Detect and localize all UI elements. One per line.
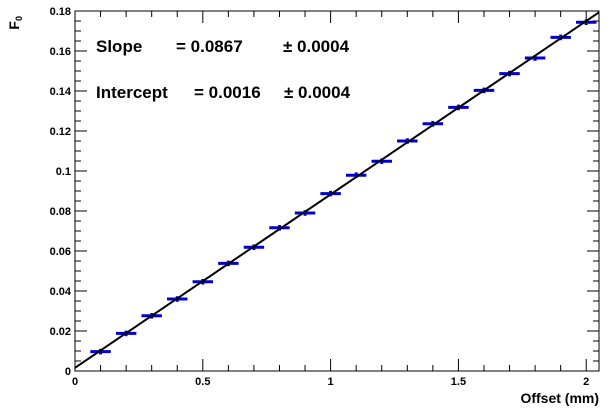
fit-line bbox=[74, 11, 600, 369]
y-tick-label: 0.06 bbox=[50, 246, 71, 258]
y-axis-title: F0 bbox=[6, 16, 24, 30]
axis-ticks: 0 0.5 1 1.5 2 0 0.02 0.04 0.06 0.08 0.1 0.12 0.14 0.1… bbox=[50, 6, 599, 388]
y-tick-label: 0 bbox=[65, 366, 71, 378]
y-tick-label: 0.16 bbox=[50, 46, 71, 58]
x-tick-label: 1.5 bbox=[451, 376, 466, 388]
y-tick-label: 0.08 bbox=[50, 206, 71, 218]
y-axis-title-sub: 0 bbox=[14, 16, 24, 21]
x-axis-title: Offset (mm) bbox=[520, 390, 599, 406]
y-tick-label: 0.1 bbox=[56, 166, 71, 178]
intercept-error: ± 0.0004 bbox=[284, 83, 351, 102]
x-tick-label: 2 bbox=[583, 376, 589, 388]
intercept-label: Intercept bbox=[96, 83, 168, 102]
slope-label: Slope bbox=[96, 37, 142, 56]
y-tick-label: 0.14 bbox=[50, 86, 72, 98]
slope-error: ± 0.0004 bbox=[283, 37, 350, 56]
y-tick-label: 0.18 bbox=[50, 6, 71, 18]
slope-value: = 0.0867 bbox=[176, 37, 243, 56]
fit-line-layer bbox=[74, 11, 600, 369]
intercept-value: = 0.0016 bbox=[194, 83, 261, 102]
x-tick-label: 0.5 bbox=[195, 376, 210, 388]
y-tick-label: 0.04 bbox=[50, 286, 72, 298]
x-tick-label: 1 bbox=[328, 376, 334, 388]
x-tick-label: 0 bbox=[72, 376, 78, 388]
y-axis-title-main: F bbox=[6, 21, 22, 30]
y-tick-label: 0.12 bbox=[50, 126, 71, 138]
svg-text:F0: F0 bbox=[6, 16, 24, 30]
y-tick-label: 0.02 bbox=[50, 326, 71, 338]
